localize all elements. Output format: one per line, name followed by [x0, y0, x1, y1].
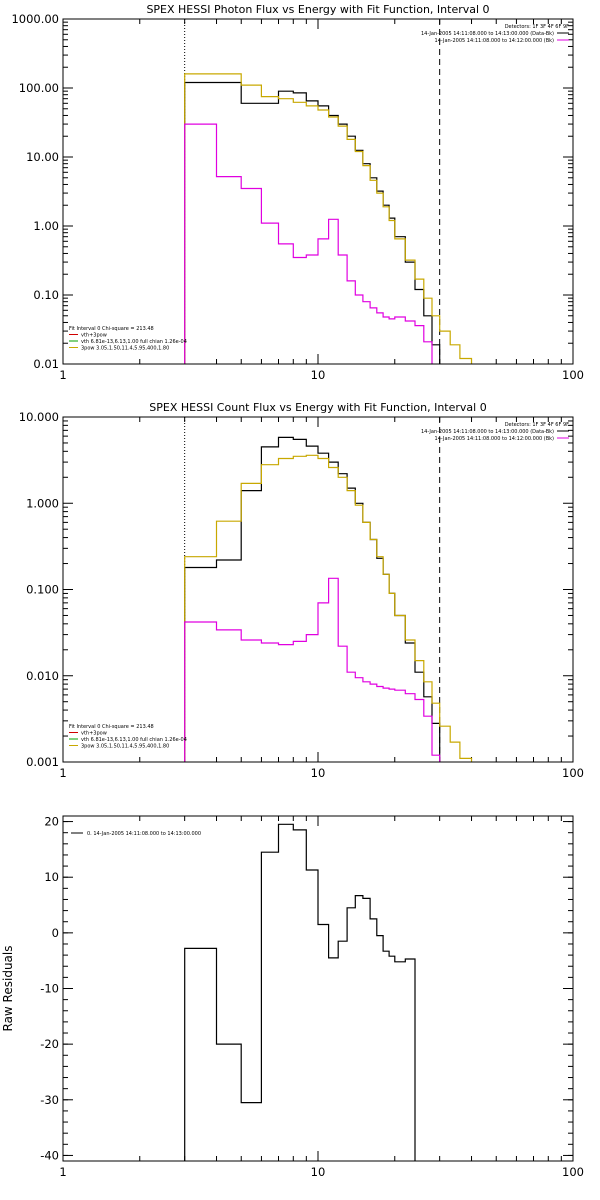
legend-label: vth 6.81e-13,6.13,1.00 full chian 1.26e-…	[81, 737, 187, 743]
plot-frame	[62, 416, 574, 763]
legend-fit-header: Fit Interval 0 Chi-square = 213.48	[69, 724, 154, 730]
y-tick-label: 1.00	[33, 219, 59, 233]
x-tick-label: 10	[311, 368, 326, 382]
y-tick-label: 1000.00	[11, 12, 59, 26]
y-tick-label: 10.00	[26, 150, 59, 164]
series-group	[184, 823, 416, 1161]
legend-label: 14-Jan-2005 14:11:08.000 to 14:12:00.000…	[435, 38, 555, 44]
legend-detectors: Detectors: 1F 3F 4F 6F 9F	[505, 24, 569, 30]
x-tick-label: 100	[562, 1165, 584, 1179]
x-tick-label: 1	[59, 766, 66, 780]
series-line-0	[184, 436, 441, 762]
series-group	[184, 436, 473, 762]
count-flux-panel: SPEX HESSI Count Flux vs Energy with Fit…	[19, 401, 584, 780]
x-tick-label: 1	[59, 1165, 66, 1179]
y-tick-label: -10	[40, 982, 59, 996]
plot-frame	[62, 18, 574, 365]
y-tick-label: 0.001	[26, 755, 59, 769]
series-line-1	[184, 73, 473, 364]
legend-label: 14-Jan-2005 14:11:08.000 to 14:13:00.000…	[421, 31, 554, 37]
x-tick-label: 10	[311, 1165, 326, 1179]
legend-label: 3pow 3.05,1.50,11.4,5.95,400,1.80	[81, 744, 169, 750]
x-tick-label: 100	[562, 766, 584, 780]
y-tick-label: -40	[40, 1148, 59, 1162]
legend-detectors: Detectors: 1F 3F 4F 6F 9F	[505, 422, 569, 428]
series-line-1	[184, 454, 473, 762]
photon-flux-panel: SPEX HESSI Photon Flux vs Energy with Fi…	[11, 3, 584, 382]
legend-label: vth+3pow	[81, 333, 107, 339]
y-tick-label: 10	[44, 870, 59, 884]
y-tick-label: 10.000	[19, 410, 59, 424]
y-tick-label: 0.010	[26, 669, 59, 683]
y-tick-label: 100.00	[19, 81, 59, 95]
legend-label: 14-Jan-2005 14:11:08.000 to 14:13:00.000…	[421, 429, 554, 435]
y-tick-label: 0.10	[33, 288, 59, 302]
y-axis-label: Raw Residuals	[1, 946, 15, 1032]
series-line-2	[184, 577, 441, 762]
plot-frame	[62, 815, 574, 1162]
chart-title: SPEX HESSI Count Flux vs Energy with Fit…	[149, 401, 486, 414]
legend-label: vth 6.81e-13,6.13,1.00 full chian 1.26e-…	[81, 339, 187, 345]
legend-fit-header: Fit Interval 0 Chi-square = 213.48	[69, 326, 154, 332]
legend-label: 3pow 3.05,1.50,11.4,5.95,400,1.80	[81, 346, 169, 352]
legend-label: 0. 14-Jan-2005 14:11:08.000 to 14:13:00.…	[87, 831, 201, 837]
y-tick-label: 0.100	[26, 583, 59, 597]
series-group	[184, 73, 473, 364]
y-tick-label: 0.01	[33, 357, 59, 371]
y-tick-label: 20	[44, 815, 59, 829]
x-tick-label: 10	[311, 766, 326, 780]
series-line-0	[184, 81, 441, 364]
series-line-0	[184, 823, 416, 1161]
legend-label: vth+3pow	[81, 731, 107, 737]
y-tick-label: 0	[52, 926, 59, 940]
legend-label: 14-Jan-2005 14:11:08.000 to 14:12:00.000…	[435, 436, 555, 442]
y-tick-label: -20	[40, 1037, 59, 1051]
x-tick-label: 100	[562, 368, 584, 382]
y-tick-label: 1.000	[26, 496, 59, 510]
series-line-2	[184, 123, 433, 364]
residuals-panel: Raw Residuals 1 10 100 -40 -30 -20 -10 0 10 20 0. 1…	[1, 815, 584, 1179]
chart-title: SPEX HESSI Photon Flux vs Energy with Fi…	[146, 3, 489, 16]
x-tick-label: 1	[59, 368, 66, 382]
y-tick-label: -30	[40, 1093, 59, 1107]
